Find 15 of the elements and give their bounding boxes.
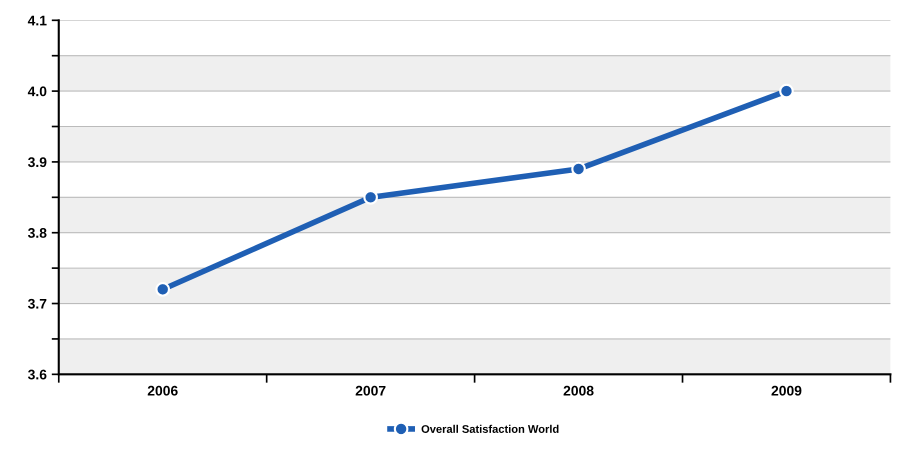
- y-tick-label: 3.8: [28, 228, 47, 238]
- y-tick-label: 3.9: [28, 157, 46, 168]
- y-tick-label: 4.1: [28, 16, 47, 26]
- x-tick-label: 2009: [772, 386, 802, 396]
- y-tick-label: 4.0: [28, 86, 46, 96]
- point: [779, 84, 794, 98]
- point: [571, 162, 586, 176]
- x-tick-label: 2006: [148, 386, 178, 396]
- point: [155, 282, 170, 297]
- y-tick-label: 3.7: [28, 298, 46, 309]
- x-tick-label: 2008: [564, 386, 594, 396]
- legend-label: Overall Satisfaction World: [422, 424, 558, 433]
- y-tick-label: 3.6: [28, 370, 46, 380]
- point: [363, 190, 378, 205]
- x-tick-label: 2007: [356, 386, 386, 396]
